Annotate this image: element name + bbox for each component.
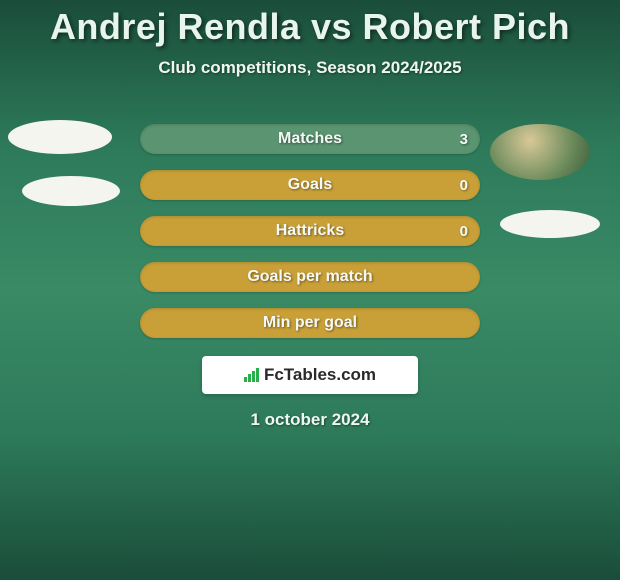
page-title: Andrej Rendla vs Robert Pich bbox=[0, 0, 620, 48]
stat-bars: Matches3Goals0Hattricks0Goals per matchM… bbox=[140, 124, 480, 354]
barchart-icon bbox=[244, 368, 260, 382]
stat-bar-value-right: 3 bbox=[460, 124, 468, 154]
stat-bar-label: Goals bbox=[140, 170, 480, 200]
stat-bar-label: Min per goal bbox=[140, 308, 480, 338]
stat-bar-value-right: 0 bbox=[460, 170, 468, 200]
logo-box: FcTables.com bbox=[202, 356, 418, 394]
date-text: 1 october 2024 bbox=[0, 410, 620, 430]
avatar-right-1 bbox=[490, 124, 590, 180]
logo-text: FcTables.com bbox=[264, 365, 376, 385]
stat-bar-value-right: 0 bbox=[460, 216, 468, 246]
stat-bar: Matches3 bbox=[140, 124, 480, 154]
avatar-right-2 bbox=[500, 210, 600, 238]
avatar-left-1 bbox=[8, 120, 112, 154]
avatar-left-2 bbox=[22, 176, 120, 206]
stat-bar-label: Hattricks bbox=[140, 216, 480, 246]
subtitle: Club competitions, Season 2024/2025 bbox=[0, 58, 620, 78]
stat-bar: Min per goal bbox=[140, 308, 480, 338]
stat-bar-label: Goals per match bbox=[140, 262, 480, 292]
stat-bar: Hattricks0 bbox=[140, 216, 480, 246]
stat-bar: Goals per match bbox=[140, 262, 480, 292]
stat-bar: Goals0 bbox=[140, 170, 480, 200]
stat-bar-label: Matches bbox=[140, 124, 480, 154]
